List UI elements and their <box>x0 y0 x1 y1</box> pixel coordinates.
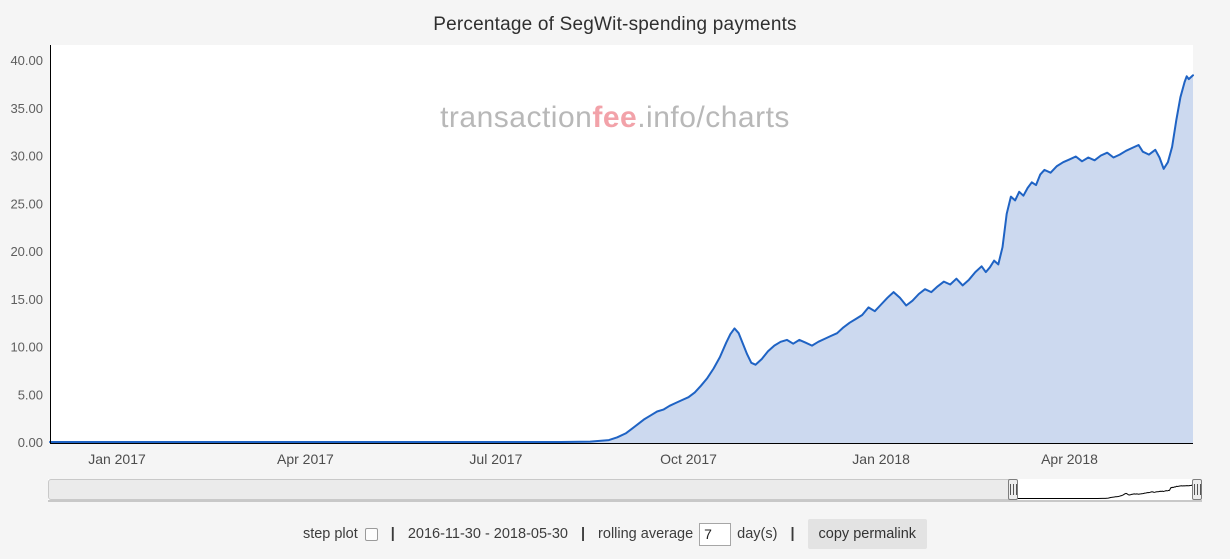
y-tick-label: 40.00 <box>10 53 43 68</box>
y-tick-label: 10.00 <box>10 340 43 355</box>
main-chart[interactable]: 0.00 5.00 10.00 15.00 20.00 25.00 30.00 35.00 40… <box>0 0 1230 474</box>
y-tick-label: 15.00 <box>10 292 43 307</box>
copy-permalink-button[interactable]: copy permalink <box>807 519 928 549</box>
y-tick-label: 30.00 <box>10 149 43 164</box>
separator: | <box>580 526 586 542</box>
x-tick-label: Apr 2017 <box>277 451 334 467</box>
series-line <box>49 74 1194 443</box>
y-tick-label: 5.00 <box>18 387 43 402</box>
chart-controls: step plot | 2016-11-30 - 2018-05-30 | ro… <box>0 519 1230 549</box>
rolling-average-label: rolling average <box>598 526 694 542</box>
separator: | <box>790 526 795 542</box>
page-title: Percentage of SegWit-spending payments <box>433 14 797 35</box>
area-fill <box>50 75 1193 444</box>
days-label: day(s) <box>737 526 778 542</box>
x-tick-label: Jul 2017 <box>469 451 522 467</box>
step-plot-label: step plot <box>302 526 358 542</box>
x-tick-label: Oct 2017 <box>660 451 717 467</box>
date-range-label: 2016-11-30 - 2018-05-30 <box>407 526 568 542</box>
y-tick-label: 25.00 <box>10 196 43 211</box>
grip-icon <box>1193 484 1201 495</box>
preview-line <box>1014 481 1202 499</box>
x-tick-label: Jan 2018 <box>852 451 910 467</box>
range-preview-chart <box>1014 481 1202 499</box>
step-plot-checkbox[interactable] <box>364 527 378 541</box>
x-tick-label: Apr 2018 <box>1041 451 1098 467</box>
y-tick-label: 0.00 <box>18 435 43 450</box>
y-tick-label: 35.00 <box>10 101 43 116</box>
grip-icon <box>1009 484 1017 495</box>
y-tick-label: 20.00 <box>10 244 43 259</box>
x-tick-label: Jan 2017 <box>88 451 146 467</box>
separator: | <box>390 526 395 542</box>
range-unselected-region[interactable] <box>48 479 1013 500</box>
rolling-average-input[interactable] <box>699 522 732 546</box>
range-handle-right[interactable] <box>1192 479 1202 500</box>
range-selector[interactable] <box>48 479 1202 500</box>
range-handle-left[interactable] <box>1008 479 1018 500</box>
